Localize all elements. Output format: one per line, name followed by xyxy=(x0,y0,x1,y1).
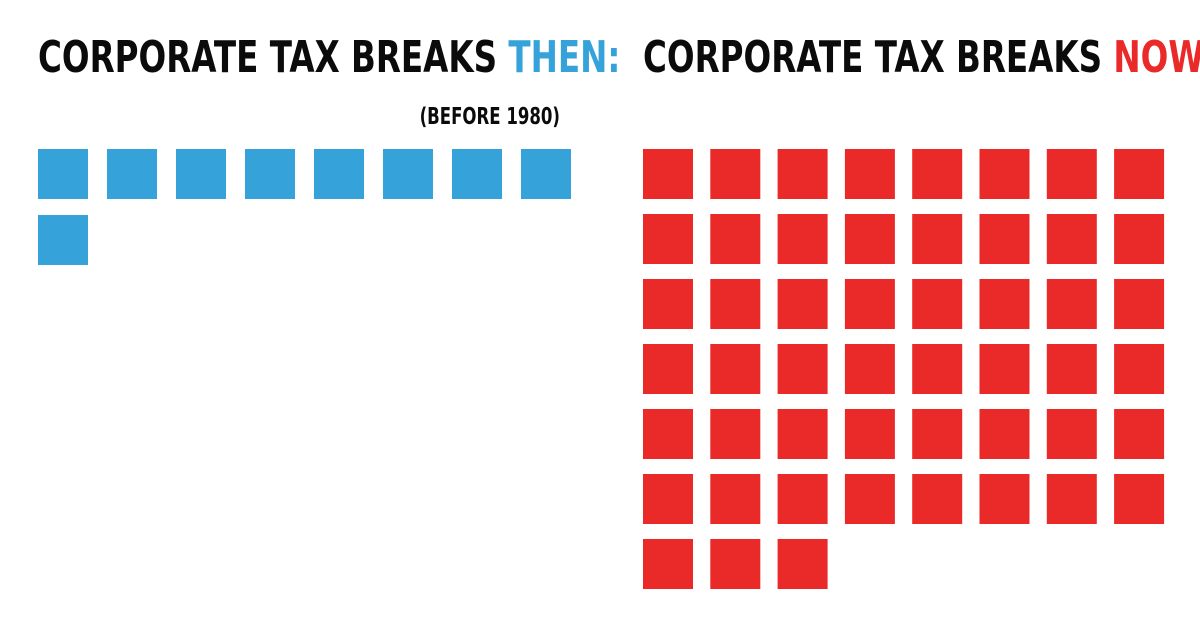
tax-break-square-now xyxy=(912,214,963,264)
tax-break-square-now xyxy=(979,344,1030,394)
tax-break-square-now xyxy=(1046,214,1097,264)
icon-grid-now xyxy=(643,149,1183,589)
tax-break-square-now xyxy=(710,409,761,459)
tax-break-square-then xyxy=(38,149,88,199)
tax-break-square-then xyxy=(452,149,502,199)
tax-break-square-then xyxy=(176,149,226,199)
tax-break-square-then xyxy=(245,149,295,199)
tax-break-square-now xyxy=(1046,149,1097,199)
tax-break-square-now xyxy=(912,344,963,394)
title-then-prefix: CORPORATE TAX BREAKS xyxy=(38,32,509,83)
tax-break-square-now xyxy=(643,474,693,524)
tax-break-square-now xyxy=(844,279,895,329)
tax-break-square-now xyxy=(777,344,828,394)
tax-break-square-now xyxy=(979,279,1030,329)
tax-break-square-now xyxy=(1114,474,1165,524)
title-now-prefix: CORPORATE TAX BREAKS xyxy=(643,32,1114,83)
tax-break-square-now xyxy=(1114,214,1165,264)
tax-break-square-now xyxy=(912,474,963,524)
subtitle-then: (BEFORE 1980) xyxy=(419,104,560,130)
tax-break-square-now xyxy=(643,539,693,589)
tax-break-square-now xyxy=(710,214,761,264)
tax-break-square-now xyxy=(710,474,761,524)
tax-break-square-now xyxy=(1046,409,1097,459)
tax-break-square-now xyxy=(710,279,761,329)
tax-break-square-now xyxy=(643,149,693,199)
tax-break-square-now xyxy=(777,214,828,264)
tax-break-square-now xyxy=(1046,344,1097,394)
tax-break-square-now xyxy=(777,409,828,459)
tax-break-square-then xyxy=(314,149,364,199)
tax-break-square-now xyxy=(1046,279,1097,329)
title-now: CORPORATE TAX BREAKS NOW: xyxy=(643,36,1200,80)
tax-break-square-now xyxy=(777,474,828,524)
tax-break-square-now xyxy=(643,409,693,459)
tax-break-square-now xyxy=(777,539,828,589)
tax-break-square-now xyxy=(912,149,963,199)
tax-break-square-now xyxy=(710,149,761,199)
tax-break-square-then xyxy=(383,149,433,199)
tax-break-square-now xyxy=(777,279,828,329)
tax-break-square-now xyxy=(1114,279,1165,329)
title-now-accent: NOW: xyxy=(1113,32,1200,83)
tax-break-square-now xyxy=(643,344,693,394)
tax-break-square-now xyxy=(844,474,895,524)
tax-break-square-now xyxy=(710,539,761,589)
tax-break-square-now xyxy=(643,214,693,264)
tax-break-square-now xyxy=(979,149,1030,199)
tax-break-square-now xyxy=(912,409,963,459)
tax-break-square-then xyxy=(521,149,571,199)
tax-break-square-now xyxy=(1114,344,1165,394)
tax-break-square-now xyxy=(1114,149,1165,199)
tax-break-square-now xyxy=(1114,409,1165,459)
title-then: CORPORATE TAX BREAKS THEN: xyxy=(38,36,620,80)
tax-break-square-now xyxy=(844,409,895,459)
tax-break-square-now xyxy=(777,149,828,199)
tax-break-square-now xyxy=(979,409,1030,459)
tax-break-square-now xyxy=(643,279,693,329)
tax-break-square-now xyxy=(1046,474,1097,524)
tax-break-square-then xyxy=(38,215,88,265)
tax-break-square-now xyxy=(979,214,1030,264)
tax-break-square-now xyxy=(844,149,895,199)
title-then-accent: THEN: xyxy=(508,32,621,83)
tax-break-square-then xyxy=(107,149,157,199)
icon-grid-then xyxy=(38,149,578,589)
tax-break-square-now xyxy=(979,474,1030,524)
tax-break-square-now xyxy=(710,344,761,394)
tax-break-square-now xyxy=(912,279,963,329)
tax-break-square-now xyxy=(844,214,895,264)
icon-grid-now-svg xyxy=(643,149,1165,589)
tax-break-square-now xyxy=(844,344,895,394)
icon-grid-then-svg xyxy=(38,149,571,265)
